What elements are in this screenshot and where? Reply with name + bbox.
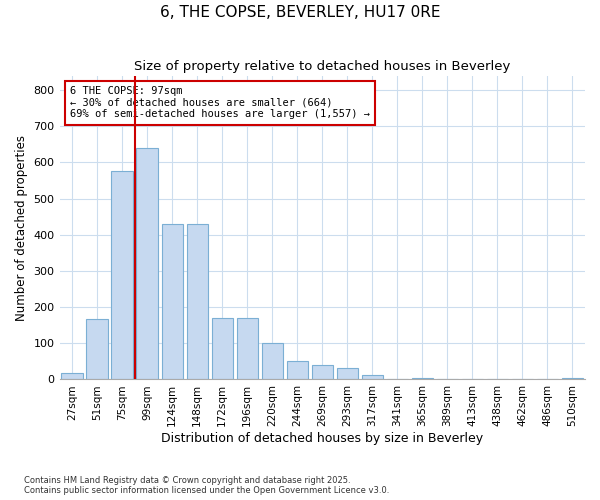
Text: 6, THE COPSE, BEVERLEY, HU17 0RE: 6, THE COPSE, BEVERLEY, HU17 0RE bbox=[160, 5, 440, 20]
Bar bbox=[212, 318, 233, 380]
Bar bbox=[161, 224, 183, 380]
Text: 6 THE COPSE: 97sqm
← 30% of detached houses are smaller (664)
69% of semi-detach: 6 THE COPSE: 97sqm ← 30% of detached hou… bbox=[70, 86, 370, 120]
Bar bbox=[187, 224, 208, 380]
Bar bbox=[86, 318, 108, 380]
Bar bbox=[112, 172, 133, 380]
Bar bbox=[311, 365, 333, 380]
Bar bbox=[262, 344, 283, 380]
Bar bbox=[412, 378, 433, 380]
Y-axis label: Number of detached properties: Number of detached properties bbox=[15, 134, 28, 320]
Bar bbox=[337, 368, 358, 380]
Bar bbox=[136, 148, 158, 380]
Bar bbox=[362, 375, 383, 380]
Bar bbox=[61, 373, 83, 380]
Bar bbox=[287, 360, 308, 380]
Text: Contains HM Land Registry data © Crown copyright and database right 2025.
Contai: Contains HM Land Registry data © Crown c… bbox=[24, 476, 389, 495]
Bar bbox=[437, 378, 458, 380]
Title: Size of property relative to detached houses in Beverley: Size of property relative to detached ho… bbox=[134, 60, 511, 73]
Bar bbox=[236, 318, 258, 380]
Bar bbox=[562, 378, 583, 380]
X-axis label: Distribution of detached houses by size in Beverley: Distribution of detached houses by size … bbox=[161, 432, 484, 445]
